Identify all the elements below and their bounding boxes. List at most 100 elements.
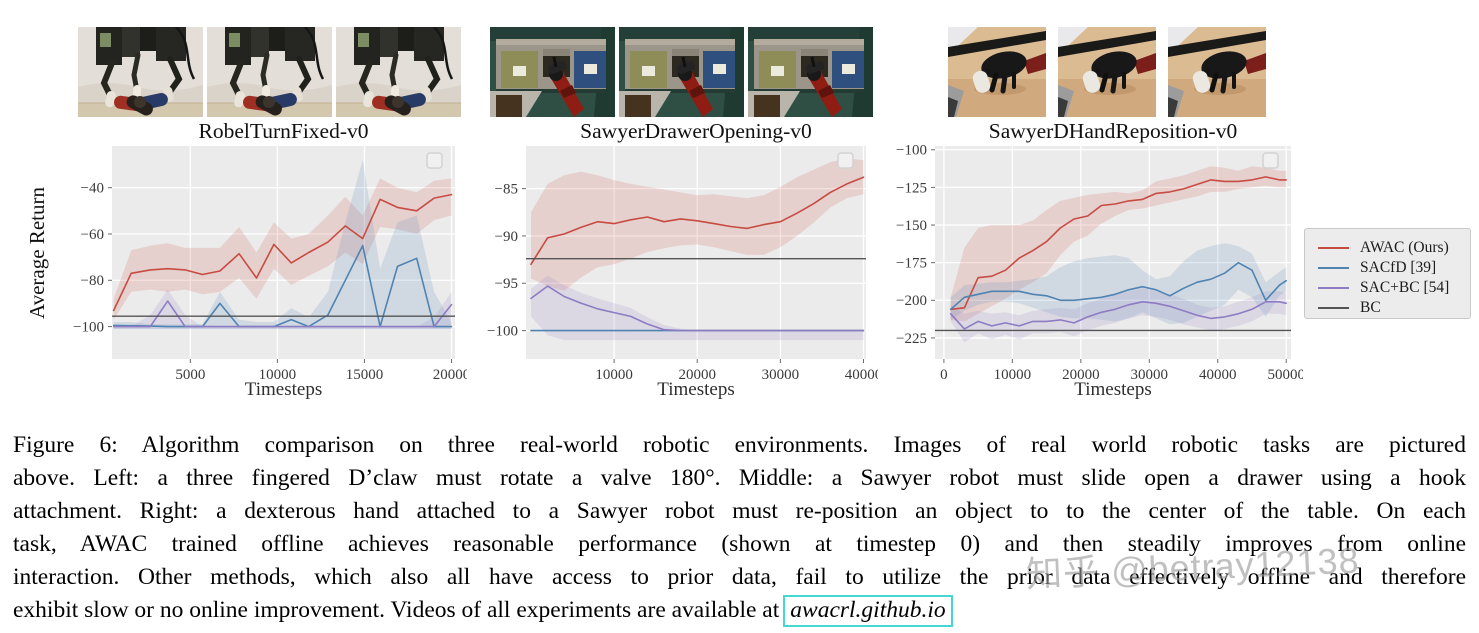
line-chart-sawyerdraweropening: −85 −90 −95 −100 10000 20000 30000 40000	[487, 146, 878, 383]
legend-line-swatch	[1318, 287, 1349, 289]
y-tick-label: −80	[81, 273, 104, 289]
caption-line-6: exhibit slow or no online improvement. V…	[13, 594, 1466, 628]
y-tick-label: −125	[896, 180, 927, 196]
caption-line-3: attachment. Right: a dexterous hand atta…	[13, 498, 1466, 525]
y-tick-label: −85	[495, 182, 518, 198]
confidence-band-SAC+BC [54]	[113, 289, 452, 329]
y-tick-label: −150	[896, 218, 927, 234]
photo-dclaw-valve-turning-frame-3	[336, 27, 461, 117]
legend-label: SAC+BC [54]	[1360, 279, 1450, 296]
y-tick-label: −100	[73, 320, 104, 336]
confidence-band-AWAC (Ours)	[531, 158, 864, 291]
confidence-band-SACfD [39]	[113, 159, 452, 329]
empty-inner-legend-box	[1262, 152, 1279, 169]
y-tick-label: −200	[896, 293, 927, 309]
photo-scene	[1168, 27, 1266, 117]
x-tick-label: 30000	[762, 367, 800, 383]
photo-sawyer-drawer-opening-frame-3	[748, 27, 873, 117]
caption-line-5: interaction. Other methods, which also a…	[13, 564, 1466, 591]
line-AWAC (Ours)	[949, 176, 1288, 311]
empty-inner-legend-box	[426, 152, 443, 169]
y-axis-label: Average Return	[25, 187, 49, 319]
plot-background	[526, 146, 866, 359]
photo-sawyer-dhand-reposition-frame-2	[1058, 27, 1156, 117]
photo-scene	[948, 27, 1046, 117]
y-tick-label: −60	[81, 227, 104, 243]
y-tick-label: −40	[81, 181, 104, 197]
plot-series-group	[526, 158, 866, 341]
x-axis-label: Timesteps	[657, 379, 735, 400]
legend-line-swatch	[1318, 307, 1349, 309]
photo-scene	[78, 27, 203, 117]
caption-line-1: Figure 6: Algorithm comparison on three …	[13, 432, 1466, 458]
empty-inner-legend-box	[837, 152, 854, 169]
legend-line-swatch	[1318, 247, 1349, 249]
legend-item-awac-ours: AWAC (Ours)	[1318, 238, 1470, 258]
plot-series-group	[112, 159, 455, 329]
x-tick-label: 20000	[433, 367, 467, 383]
photo-scene	[1058, 27, 1156, 117]
legend-item-sac-bc-54: SAC+BC [54]	[1318, 278, 1470, 298]
photo-sawyer-dhand-reposition-frame-3	[1168, 27, 1266, 117]
photo-scene	[619, 27, 744, 117]
line-SAC+BC [54]	[530, 285, 865, 332]
caption-line-2: above. Left: a three fingered D’claw mus…	[13, 465, 1466, 492]
line-SACfD [39]	[112, 244, 453, 328]
confidence-band-AWAC (Ours)	[950, 166, 1287, 322]
photo-sawyer-dhand-reposition-frame-1	[948, 27, 1046, 117]
legend-label: SACfD [39]	[1360, 259, 1437, 276]
line-chart-robelturnfixed: −40 −60 −80 −100 5000 10000 15000 20000	[73, 146, 467, 383]
link-awacrl-github-io[interactable]: awacrl.github.io	[783, 595, 953, 628]
x-tick-label: 30000	[1131, 367, 1169, 383]
plot-series-group	[935, 166, 1291, 343]
x-tick-label: 20000	[1062, 367, 1100, 383]
line-SAC+BC [54]	[112, 300, 453, 328]
line-AWAC (Ours)	[112, 193, 453, 312]
x-tick-label: 40000	[845, 367, 878, 383]
chart-title-sawyerdhandreposition: SawyerDHandReposition-v0	[988, 119, 1238, 143]
confidence-band-SACfD [39]	[950, 243, 1287, 325]
line-AWAC (Ours)	[530, 176, 865, 266]
photo-dclaw-valve-turning-frame-2	[207, 27, 332, 117]
x-tick-label: 10000	[259, 367, 297, 383]
x-tick-label: 5000	[175, 367, 205, 383]
y-tick-label: −225	[896, 331, 927, 347]
caption-line-4: task, AWAC trained offline achieves reas…	[13, 531, 1466, 558]
confidence-band-SAC+BC [54]	[531, 275, 864, 341]
legend-item-bc: BC	[1318, 298, 1470, 318]
photo-scene	[336, 27, 461, 117]
y-tick-label: −100	[896, 143, 927, 159]
x-tick-label: 0	[940, 367, 948, 383]
legend-line-swatch	[1318, 267, 1349, 269]
x-tick-label: 20000	[678, 367, 716, 383]
y-tick-label: −175	[896, 256, 927, 272]
photo-sawyer-drawer-opening-frame-1	[490, 27, 615, 117]
legend-item-sacfd-39: SACfD [39]	[1318, 258, 1470, 278]
line-chart-sawyerdhandreposition: −100 −125 −150 −175 −200 −225 0 10000 20000 30000…	[896, 143, 1303, 383]
legend-label: AWAC (Ours)	[1360, 239, 1449, 256]
legend: AWAC (Ours) SACfD [39] SAC+BC [54] BC	[1304, 228, 1471, 319]
figure-caption: Figure 6: Algorithm comparison on three …	[13, 429, 1466, 628]
x-axis-label: Timesteps	[1074, 379, 1152, 400]
photo-scene	[207, 27, 332, 117]
photo-sawyer-drawer-opening-frame-2	[619, 27, 744, 117]
legend-label: BC	[1360, 299, 1381, 316]
line-SAC+BC [54]	[949, 301, 1288, 330]
chart-title-robelturnfixed: RobelTurnFixed-v0	[198, 119, 369, 143]
y-tick-label: −95	[495, 276, 518, 292]
y-tick-label: −100	[487, 324, 518, 340]
confidence-band-SAC+BC [54]	[950, 288, 1287, 343]
confidence-band-AWAC (Ours)	[113, 178, 452, 320]
photo-scene	[490, 27, 615, 117]
caption-last-text: exhibit slow or no online improvement. V…	[13, 597, 780, 624]
x-tick-label: 40000	[1199, 367, 1237, 383]
x-tick-label: 50000	[1267, 367, 1303, 383]
x-tick-label: 10000	[994, 367, 1032, 383]
x-tick-label: 10000	[595, 367, 633, 383]
photo-scene	[748, 27, 873, 117]
chart-title-sawyerdraweropening: SawyerDrawerOpening-v0	[580, 119, 812, 143]
x-axis-label: Timesteps	[244, 379, 323, 400]
line-SACfD [39]	[949, 261, 1288, 311]
x-tick-label: 15000	[346, 367, 384, 383]
